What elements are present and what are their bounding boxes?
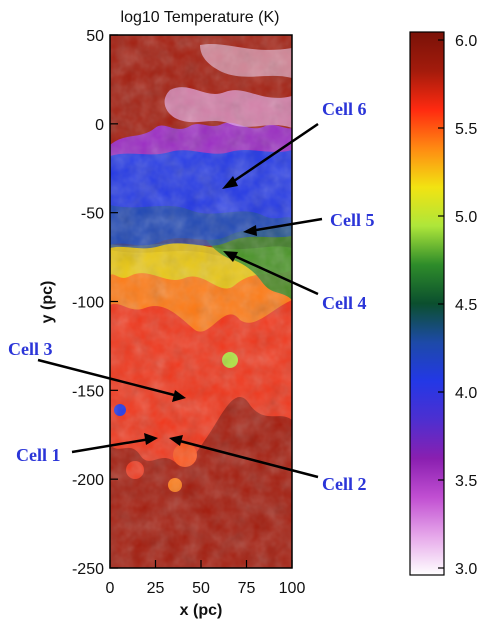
cell-5-annotation: Cell 5 (243, 210, 375, 236)
cell-2-annotation: Cell 2 (169, 435, 367, 494)
cell-4-arrow (229, 252, 319, 296)
x-tick-label: 75 (238, 580, 256, 597)
x-tick-label: 100 (279, 580, 306, 597)
colorbar: 6.0 5.5 5.0 4.5 4.0 3.5 3.0 (409, 31, 477, 578)
cell-6-annotation: Cell 6 (222, 99, 367, 189)
cell-2-label: Cell 2 (322, 474, 367, 494)
cell-3-arrowhead (172, 390, 186, 402)
cell-5-arrowhead (243, 225, 257, 236)
y-tick-label: -50 (81, 206, 104, 223)
colorbar-tick-label: 5.5 (455, 121, 477, 138)
colorbar-ticks: 6.0 5.5 5.0 4.5 4.0 3.5 3.0 (438, 33, 477, 578)
colorbar-tick-label: 4.5 (455, 297, 477, 314)
cell-1-annotation: Cell 1 (16, 433, 158, 465)
cell-2-arrowhead (169, 435, 183, 446)
x-axis: 0 25 50 75 100 (106, 560, 306, 597)
temperature-heatmap (110, 35, 292, 568)
turbulence-texture (110, 35, 292, 568)
colorbar-tick-label: 5.0 (455, 209, 477, 226)
plot-title: log10 Temperature (K) (121, 9, 280, 26)
y-tick-label: -100 (72, 295, 104, 312)
cell-3-arrow (37, 358, 179, 398)
cell-1-label: Cell 1 (16, 445, 61, 465)
cell-5-label: Cell 5 (330, 210, 375, 230)
x-axis-label: x (pc) (180, 602, 223, 619)
x-tick-label: 50 (192, 580, 210, 597)
y-tick-label: -250 (72, 561, 104, 578)
x-tick-label: 25 (147, 580, 165, 597)
y-axis-label: y (pc) (39, 281, 56, 324)
cell-6-label: Cell 6 (322, 99, 367, 119)
cell-6-arrowhead (222, 176, 238, 189)
colorbar-tick-label: 3.0 (455, 561, 477, 578)
colorbar-tick-label: 6.0 (455, 33, 477, 50)
cell-1-arrow (71, 437, 151, 454)
y-tick-label: -150 (72, 383, 104, 400)
annotations: Cell 6 Cell 5 Cell 4 Cell 3 Cell 2 Cell … (8, 99, 375, 494)
colorbar-tick-label: 4.0 (455, 385, 477, 402)
cell-4-label: Cell 4 (322, 293, 367, 313)
y-tick-label: -200 (72, 472, 104, 489)
cell-6-arrow (227, 122, 319, 187)
y-axis: 50 0 -50 -100 -150 -200 -250 (72, 28, 118, 578)
cell-5-arrow (249, 217, 323, 233)
cell-4-annotation: Cell 4 (223, 251, 367, 313)
colorbar-tick-label: 3.5 (455, 473, 477, 490)
y-tick-label: 0 (95, 117, 104, 134)
cell-2-arrow (175, 438, 319, 479)
x-tick-label: 0 (106, 580, 115, 597)
cell-1-arrowhead (144, 433, 158, 445)
y-tick-label: 50 (86, 28, 104, 45)
cell-3-annotation: Cell 3 (8, 339, 186, 402)
cell-4-arrowhead (223, 251, 238, 262)
cell-3-label: Cell 3 (8, 339, 53, 359)
